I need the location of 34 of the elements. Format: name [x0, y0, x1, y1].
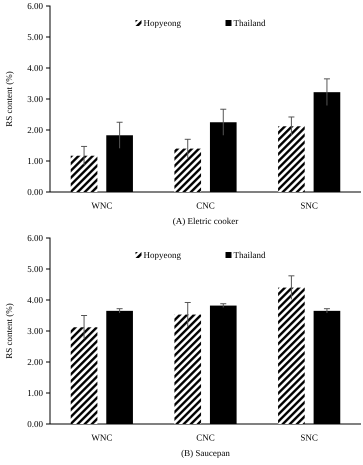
y-tick-label: 3.00 — [27, 326, 44, 336]
x-tick-label: SNC — [300, 432, 318, 442]
bar — [278, 126, 305, 192]
y-axis-title: RS content (%) — [4, 71, 14, 127]
y-tick-label: 1.00 — [27, 156, 44, 166]
y-tick-label: 4.00 — [27, 294, 44, 305]
y-axis-title: RS content (%) — [4, 303, 14, 359]
x-axis-title: (B) Saucepan — [181, 448, 230, 458]
bar — [174, 314, 202, 424]
y-tick-label: 5.00 — [27, 264, 44, 274]
y-tick-label: 6.00 — [27, 0, 44, 11]
y-tick-label: 2.00 — [27, 124, 44, 135]
x-tick-label: WNC — [91, 200, 112, 210]
y-tick-label: 2.00 — [27, 356, 44, 367]
x-tick-label: CNC — [196, 432, 215, 442]
x-tick-label: WNC — [91, 432, 112, 442]
y-tick-label: 0.00 — [27, 186, 44, 197]
y-tick-label: 4.00 — [27, 62, 44, 73]
x-axis-title: (A) Eletric cooker — [172, 216, 238, 226]
legend-label: Hopyeong — [144, 18, 182, 28]
y-tick-label: 1.00 — [27, 388, 44, 398]
y-tick-label: 3.00 — [27, 94, 44, 104]
bar — [70, 156, 98, 192]
legend-label: Thailand — [234, 18, 266, 28]
x-tick-label: SNC — [300, 200, 318, 210]
x-tick-label: CNC — [196, 200, 215, 210]
bar — [278, 288, 305, 424]
y-tick-label: 0.00 — [27, 418, 44, 429]
bar — [174, 148, 202, 192]
y-tick-label: 5.00 — [27, 32, 44, 42]
legend-label: Thailand — [234, 250, 266, 260]
bar — [70, 327, 98, 424]
y-tick-label: 6.00 — [27, 232, 44, 243]
legend-label: Hopyeong — [144, 250, 182, 260]
